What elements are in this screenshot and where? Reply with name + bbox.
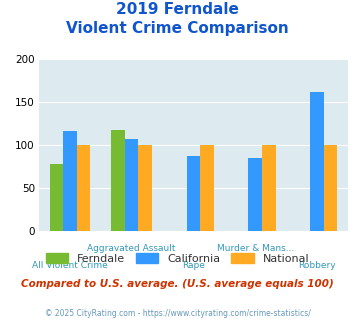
Text: Violent Crime Comparison: Violent Crime Comparison (66, 21, 289, 36)
Text: 2019 Ferndale: 2019 Ferndale (116, 2, 239, 16)
Bar (138, 145, 152, 231)
Text: Aggravated Assault: Aggravated Assault (87, 244, 176, 253)
Text: © 2025 CityRating.com - https://www.cityrating.com/crime-statistics/: © 2025 CityRating.com - https://www.city… (45, 309, 310, 317)
Bar (310, 92, 324, 231)
Text: Robbery: Robbery (298, 261, 336, 270)
Bar (248, 158, 262, 231)
Legend: Ferndale, California, National: Ferndale, California, National (43, 250, 312, 267)
Text: All Violent Crime: All Violent Crime (32, 261, 108, 270)
Bar (111, 130, 125, 231)
Bar (187, 156, 200, 231)
Bar (125, 139, 138, 231)
Bar (63, 131, 77, 231)
Text: Murder & Mans...: Murder & Mans... (217, 244, 294, 253)
Bar (324, 145, 337, 231)
Bar (200, 145, 214, 231)
Bar (262, 145, 275, 231)
Text: Compared to U.S. average. (U.S. average equals 100): Compared to U.S. average. (U.S. average … (21, 279, 334, 289)
Bar (50, 164, 63, 231)
Bar (77, 145, 90, 231)
Text: Rape: Rape (182, 261, 205, 270)
